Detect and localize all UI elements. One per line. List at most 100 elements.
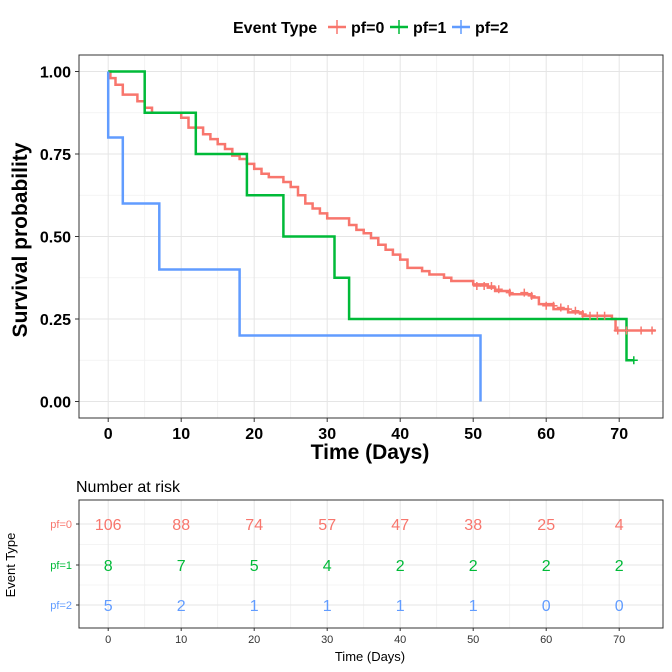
risk-x-tick-label: 20 <box>248 634 260 646</box>
risk-x-tick-label: 10 <box>175 634 187 646</box>
censor-mark <box>586 311 594 320</box>
survival-curve-pf0 <box>108 70 656 332</box>
risk-table-values: 106 88 74 57 47 38 25 48 7 5 4 2 2 2 25 2 1 1 1 1 0 0 <box>95 517 624 615</box>
censor-mark <box>472 282 481 290</box>
risk-row-label: pf=0 <box>50 519 72 531</box>
censor-mark <box>613 326 622 335</box>
risk-value: 1 <box>469 598 478 615</box>
censor-mark <box>648 326 657 335</box>
x-tick-label: 50 <box>464 426 482 443</box>
censor-mark <box>542 301 551 310</box>
risk-value: 5 <box>104 598 113 615</box>
survival-plot-panel: 0.00 0.25 0.50 0.75 1.00 0 10 20 30 40 50 60 70 Sur… <box>9 54 664 464</box>
risk-grid-minor <box>79 500 663 628</box>
risk-value: 4 <box>615 517 624 534</box>
censor-mark <box>564 305 573 314</box>
censor-marks <box>472 282 657 365</box>
censor-mark <box>629 356 638 365</box>
survival-curve-pf1 <box>108 70 634 362</box>
risk-x-tick-label: 60 <box>540 634 552 646</box>
censor-mark <box>593 311 602 320</box>
risk-y-axis-title: Event Type <box>3 533 18 598</box>
censor-mark <box>494 285 503 294</box>
risk-value: 2 <box>469 558 478 575</box>
x-tick-label: 30 <box>318 426 336 443</box>
risk-grid-major <box>79 500 663 628</box>
censor-mark <box>600 311 609 320</box>
risk-row-labels: pf=0 pf=1 pf=2 <box>50 519 79 612</box>
x-axis-ticks: 0 10 20 30 40 50 60 70 <box>104 418 628 443</box>
legend-title: Event Type <box>233 20 317 37</box>
risk-value: 1 <box>396 598 405 615</box>
risk-value: 8 <box>104 558 113 575</box>
censor-mark <box>571 306 580 315</box>
risk-table-border <box>78 499 664 629</box>
censor-mark <box>637 326 646 335</box>
censor-mark <box>549 301 558 310</box>
grid-major <box>79 55 663 418</box>
risk-x-axis-title: Time (Days) <box>335 649 405 664</box>
risk-x-tick-label: 30 <box>321 634 333 646</box>
y-tick-label: 0.00 <box>40 395 71 412</box>
legend-item-pf2: pf=2 <box>452 20 508 37</box>
risk-value: 47 <box>391 517 409 534</box>
censor-mark <box>556 303 565 312</box>
censor-mark <box>520 288 529 297</box>
risk-value: 2 <box>177 598 186 615</box>
risk-value: 7 <box>177 558 186 575</box>
censor-mark <box>622 326 631 335</box>
risk-x-tick-label: 50 <box>467 634 479 646</box>
risk-value: 1 <box>250 598 259 615</box>
risk-value: 88 <box>172 517 190 534</box>
risk-value: 2 <box>542 558 551 575</box>
legend-item-pf1: pf=1 <box>390 20 446 37</box>
x-tick-label: 60 <box>537 426 555 443</box>
x-tick-label: 10 <box>172 426 190 443</box>
risk-x-tick-label: 70 <box>613 634 625 646</box>
survival-curve-pf2 <box>106 71 482 402</box>
y-tick-label: 0.50 <box>40 230 71 247</box>
risk-value: 2 <box>615 558 624 575</box>
x-tick-label: 20 <box>245 426 263 443</box>
x-axis-title: Time (Days) <box>311 441 430 464</box>
risk-value: 4 <box>323 558 332 575</box>
censor-mark <box>578 310 587 319</box>
legend-label-pf0: pf=0 <box>351 20 384 37</box>
survival-curves <box>106 70 656 402</box>
y-tick-label: 1.00 <box>40 65 71 82</box>
y-tick-label: 0.25 <box>40 312 71 329</box>
y-tick-label: 0.75 <box>40 147 71 164</box>
censor-mark <box>527 291 536 300</box>
risk-x-axis-ticks: 0 10 20 30 40 50 60 70 <box>105 628 625 646</box>
y-axis-ticks: 0.00 0.25 0.50 0.75 1.00 <box>40 65 79 412</box>
legend-item-pf0: pf=0 <box>328 20 384 37</box>
risk-row-label: pf=1 <box>50 560 72 572</box>
y-axis-title: Survival probability <box>9 142 32 337</box>
risk-value: 1 <box>323 598 332 615</box>
censor-mark <box>505 288 514 297</box>
censor-mark <box>480 282 489 290</box>
risk-value: 74 <box>245 517 263 534</box>
risk-value: 57 <box>318 517 336 534</box>
risk-value: 25 <box>537 517 555 534</box>
x-tick-label: 0 <box>104 426 113 443</box>
risk-table-title: Number at risk <box>76 479 181 496</box>
risk-table-panel: Number at risk 106 88 74 57 47 38 25 48 7 5 4 2 2 2 25… <box>3 479 664 664</box>
legend-label-pf2: pf=2 <box>475 20 508 37</box>
risk-x-tick-label: 40 <box>394 634 406 646</box>
risk-x-tick-label: 0 <box>105 634 111 646</box>
risk-value: 0 <box>542 598 551 615</box>
risk-value: 5 <box>250 558 259 575</box>
risk-value: 0 <box>615 598 624 615</box>
risk-row-label: pf=2 <box>50 600 72 612</box>
censor-mark <box>487 282 496 290</box>
x-tick-label: 70 <box>610 426 628 443</box>
risk-value: 2 <box>396 558 405 575</box>
x-tick-label: 40 <box>391 426 409 443</box>
risk-value: 38 <box>464 517 482 534</box>
legend: Event Type pf=0 pf=1 pf=2 <box>233 20 508 37</box>
risk-value: 106 <box>95 517 122 534</box>
legend-label-pf1: pf=1 <box>413 20 446 37</box>
